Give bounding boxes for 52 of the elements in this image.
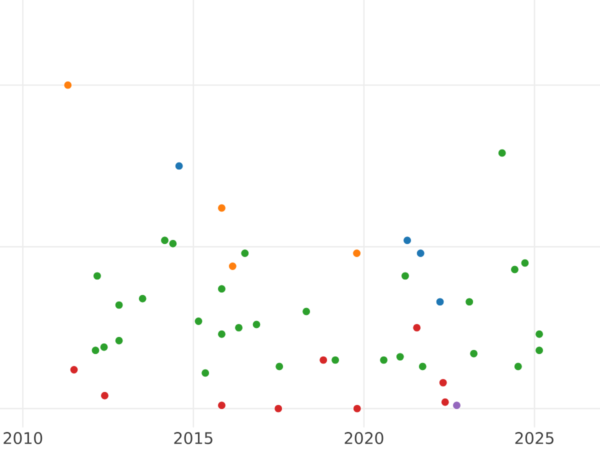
point <box>114 336 124 345</box>
point <box>234 323 244 332</box>
point <box>319 356 328 364</box>
point <box>302 307 311 316</box>
point <box>91 346 100 355</box>
point <box>470 349 478 358</box>
point <box>228 262 237 271</box>
point <box>440 398 450 406</box>
point <box>452 401 462 410</box>
point <box>100 391 109 400</box>
x-tick-label: 2015 <box>174 432 212 444</box>
point <box>535 346 544 355</box>
x-tick-label: 2020 <box>344 432 384 444</box>
point <box>514 362 522 371</box>
point <box>174 162 184 170</box>
point <box>465 298 474 306</box>
point <box>352 404 362 413</box>
point <box>217 401 226 410</box>
point <box>138 294 147 303</box>
point <box>416 249 425 258</box>
point <box>418 362 427 371</box>
point <box>436 298 444 306</box>
point <box>240 249 250 258</box>
point <box>438 378 448 387</box>
point <box>114 300 124 310</box>
point <box>160 236 170 245</box>
point <box>498 148 506 158</box>
point <box>275 362 284 371</box>
point <box>379 356 388 364</box>
point <box>92 272 102 280</box>
point <box>217 330 226 338</box>
point <box>535 330 544 338</box>
point <box>252 320 261 329</box>
point <box>201 368 210 378</box>
point <box>168 239 178 248</box>
point <box>100 342 108 352</box>
point <box>274 404 283 413</box>
point <box>403 236 412 245</box>
point <box>510 265 519 274</box>
point <box>331 356 340 364</box>
point <box>217 204 226 212</box>
point <box>412 323 422 332</box>
x-tick-label: 2025 <box>515 432 554 444</box>
point <box>396 352 404 362</box>
point <box>352 249 362 258</box>
x-tick-label: 2010 <box>4 432 42 444</box>
point <box>520 258 530 268</box>
point <box>217 284 226 294</box>
point <box>400 272 410 280</box>
point <box>194 316 203 326</box>
point <box>70 365 78 374</box>
point <box>64 80 72 90</box>
